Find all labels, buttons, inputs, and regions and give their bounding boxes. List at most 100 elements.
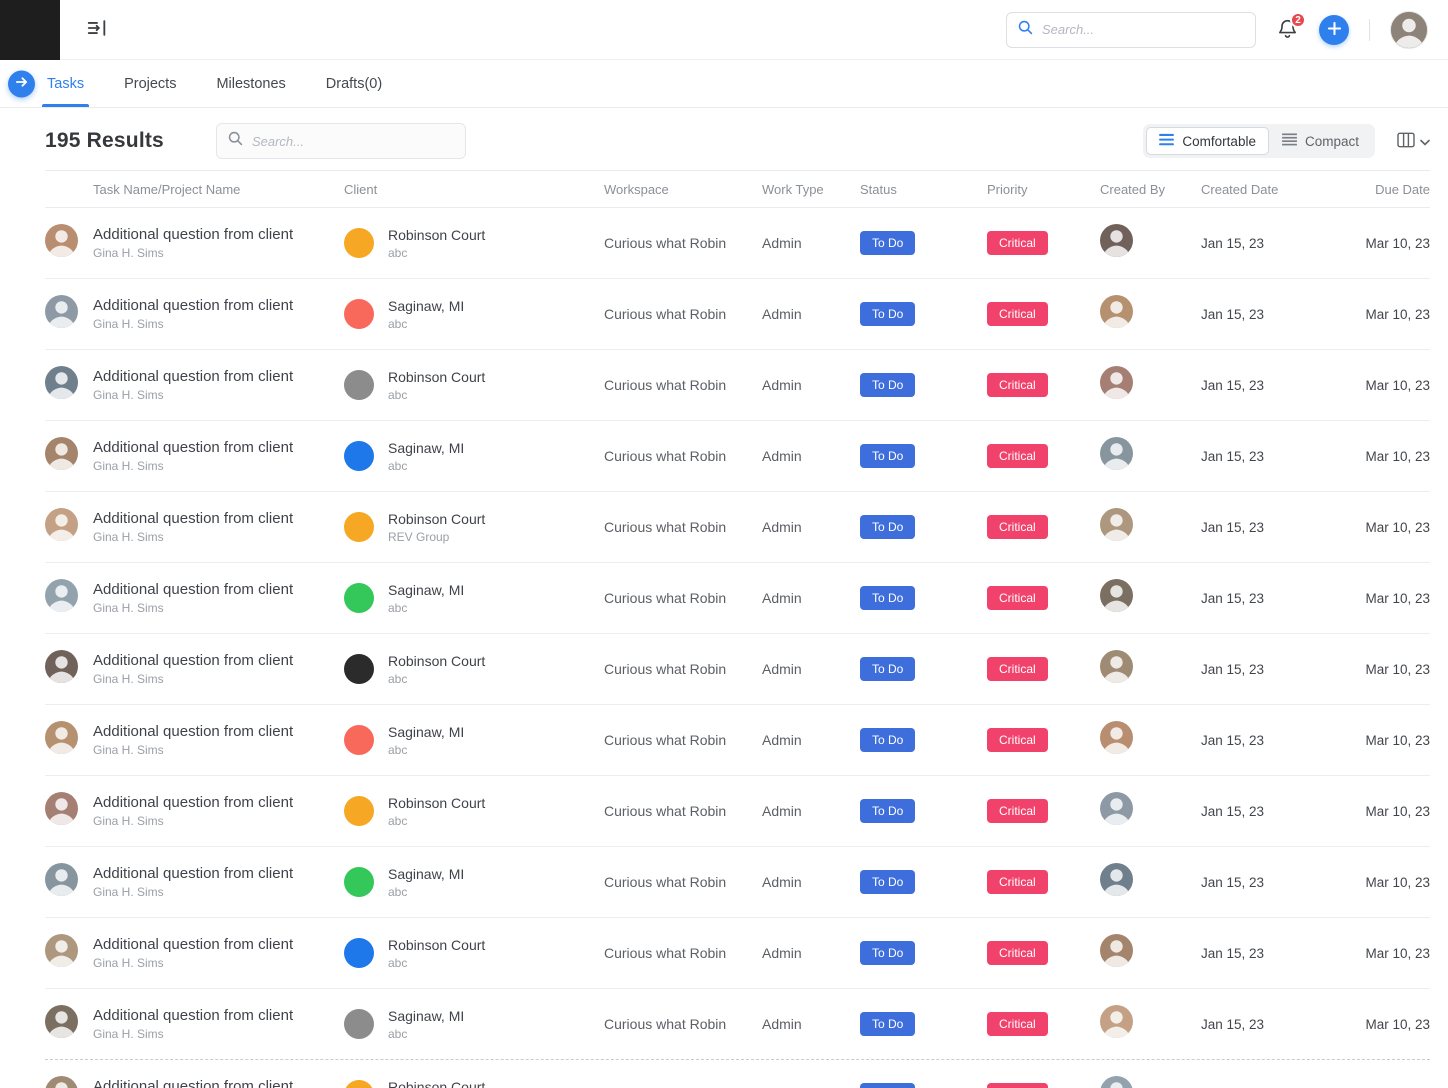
client-color-dot [344, 938, 374, 968]
created-by-cell [1100, 437, 1201, 475]
task-cell: Additional question from client Gina H. … [93, 652, 344, 686]
status-badge[interactable]: To Do [860, 870, 916, 894]
global-search[interactable] [1006, 11, 1256, 48]
task-name[interactable]: Additional question from client [93, 368, 294, 385]
status-badge[interactable]: To Do [860, 941, 916, 965]
table-row[interactable]: Additional question from client Gina H. … [45, 421, 1430, 492]
status-badge[interactable]: To Do [860, 799, 916, 823]
priority-badge[interactable]: Critical [987, 373, 1048, 397]
status-badge[interactable]: To Do [860, 302, 916, 326]
status-badge[interactable]: To Do [860, 515, 916, 539]
table-row[interactable]: Additional question from client Gina H. … [45, 1060, 1430, 1088]
client-color-dot [344, 796, 374, 826]
list-search[interactable] [215, 123, 466, 159]
add-button[interactable] [1319, 14, 1349, 45]
task-name[interactable]: Additional question from client [93, 865, 294, 882]
client-cell: Robinson Court abc [344, 227, 604, 260]
sidebar-toggle-button[interactable] [86, 17, 108, 42]
task-name[interactable]: Additional question from client [93, 1007, 294, 1024]
column-settings-button[interactable] [1397, 132, 1430, 151]
task-cell: Additional question from client Gina H. … [93, 226, 344, 260]
client-color-dot [344, 1009, 374, 1039]
client-subtitle: abc [388, 955, 408, 970]
client-color-dot [344, 370, 374, 400]
priority-cell: Critical [987, 941, 1100, 965]
status-cell: To Do [860, 515, 987, 539]
table-row[interactable]: Additional question from client Gina H. … [45, 279, 1430, 350]
priority-cell: Critical [987, 586, 1100, 610]
table-row[interactable]: Additional question from client Gina H. … [45, 705, 1430, 776]
table-row[interactable]: Additional question from client Gina H. … [45, 847, 1430, 918]
status-badge[interactable]: To Do [860, 586, 916, 610]
priority-badge[interactable]: Critical [987, 657, 1048, 681]
status-badge[interactable]: To Do [860, 444, 916, 468]
priority-badge[interactable]: Critical [987, 941, 1048, 965]
global-search-input[interactable] [1042, 22, 1245, 37]
task-name[interactable]: Additional question from client [93, 652, 294, 669]
table-row[interactable]: Additional question from client Gina H. … [45, 492, 1430, 563]
client-name: Saginaw, MI [388, 723, 465, 740]
notifications-button[interactable]: 2 [1276, 11, 1306, 43]
list-search-input[interactable] [251, 133, 455, 149]
table-row[interactable]: Additional question from client Gina H. … [45, 776, 1430, 847]
client-cell: Robinson Court abc [344, 1079, 604, 1088]
view-compact-button[interactable]: Compact [1269, 127, 1372, 155]
task-name[interactable]: Additional question from client [93, 581, 294, 598]
task-name[interactable]: Additional question from client [93, 297, 294, 314]
task-name[interactable]: Additional question from client [93, 794, 294, 811]
client-cell: Saginaw, MI abc [344, 298, 604, 331]
priority-badge[interactable]: Critical [987, 231, 1048, 255]
table-row[interactable]: Additional question from client Gina H. … [45, 208, 1430, 279]
expand-panel-button[interactable] [8, 70, 35, 97]
app-logo[interactable] [0, 0, 60, 60]
priority-badge[interactable]: Critical [987, 1083, 1048, 1088]
table-row[interactable]: Additional question from client Gina H. … [45, 918, 1430, 989]
task-name[interactable]: Additional question from client [93, 936, 294, 953]
status-badge[interactable]: To Do [860, 373, 916, 397]
tab-tasks[interactable]: Tasks [41, 60, 90, 107]
workspace-cell: Curious what Robin [604, 945, 727, 961]
status-badge[interactable]: To Do [860, 657, 916, 681]
created-date-cell: Jan 15, 23 [1201, 448, 1265, 464]
task-name[interactable]: Additional question from client [93, 723, 294, 740]
priority-badge[interactable]: Critical [987, 302, 1048, 326]
client-name: Robinson Court [388, 226, 486, 243]
priority-badge[interactable]: Critical [987, 870, 1048, 894]
table-row[interactable]: Additional question from client Gina H. … [45, 989, 1430, 1060]
tab-projects[interactable]: Projects [122, 60, 178, 107]
status-badge[interactable]: To Do [860, 231, 916, 255]
header-client: Client [344, 181, 378, 197]
header-task-name: Task Name/Project Name [93, 181, 241, 197]
assignee-avatar [45, 792, 78, 825]
user-avatar[interactable] [1390, 10, 1428, 49]
client-subtitle: abc [388, 316, 408, 331]
priority-badge[interactable]: Critical [987, 515, 1048, 539]
table-row[interactable]: Additional question from client Gina H. … [45, 350, 1430, 421]
notification-badge: 2 [1290, 11, 1306, 28]
created-by-avatar [1100, 366, 1133, 399]
priority-badge[interactable]: Critical [987, 728, 1048, 752]
task-name[interactable]: Additional question from client [93, 226, 294, 243]
tab-milestones[interactable]: Milestones [214, 60, 287, 107]
task-name[interactable]: Additional question from client [93, 510, 294, 527]
client-name: Saginaw, MI [388, 581, 465, 598]
status-badge[interactable]: To Do [860, 1083, 916, 1088]
density-toggle: Comfortable Compact [1143, 124, 1375, 158]
task-name[interactable]: Additional question from client [93, 439, 294, 456]
priority-badge[interactable]: Critical [987, 1012, 1048, 1036]
tab-drafts[interactable]: Drafts(0) [324, 60, 384, 107]
priority-badge[interactable]: Critical [987, 799, 1048, 823]
view-comfortable-button[interactable]: Comfortable [1146, 127, 1269, 155]
task-subtitle: Gina H. Sims [93, 814, 164, 828]
client-color-dot [344, 867, 374, 897]
table-row[interactable]: Additional question from client Gina H. … [45, 563, 1430, 634]
table-row[interactable]: Additional question from client Gina H. … [45, 634, 1430, 705]
status-badge[interactable]: To Do [860, 1012, 916, 1036]
priority-badge[interactable]: Critical [987, 586, 1048, 610]
search-icon [227, 130, 244, 152]
status-badge[interactable]: To Do [860, 728, 916, 752]
created-by-cell [1100, 863, 1201, 901]
priority-badge[interactable]: Critical [987, 444, 1048, 468]
created-date-cell: Jan 15, 23 [1201, 519, 1265, 535]
task-name[interactable]: Additional question from client [93, 1078, 294, 1088]
